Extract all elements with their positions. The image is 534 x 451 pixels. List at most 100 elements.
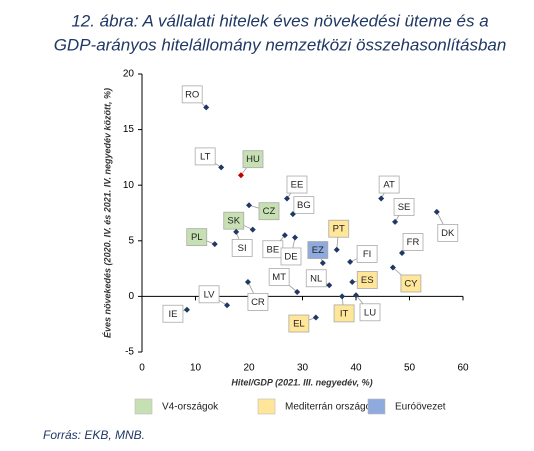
point-label: DE — [284, 251, 297, 262]
x-tick-label: 10 — [190, 363, 202, 374]
legend-label: V4-országok — [162, 402, 219, 413]
source: Forrás: EKB, MNB. — [43, 428, 145, 442]
point — [246, 202, 252, 209]
y-tick-label: 0 — [128, 291, 134, 302]
legend-label: Euróövezet — [395, 402, 446, 413]
point — [244, 278, 251, 285]
point — [312, 314, 319, 321]
point — [218, 164, 225, 171]
point-label: BG — [297, 200, 311, 211]
point-label-box — [400, 274, 422, 293]
point-label: RO — [185, 89, 199, 100]
point-label: AT — [383, 180, 395, 191]
point — [333, 246, 340, 253]
point-label: NL — [310, 273, 322, 284]
point-label-box — [402, 233, 424, 251]
point — [433, 208, 440, 215]
point-label-box — [242, 150, 264, 169]
point-label: FR — [407, 237, 420, 248]
point-label-box — [268, 268, 290, 286]
y-tick-label: 20 — [123, 69, 135, 80]
y-tick-label: 15 — [123, 124, 135, 135]
point-label: EZ — [312, 245, 324, 256]
point-label: DK — [441, 228, 455, 239]
point — [353, 292, 359, 299]
point-label-box — [247, 293, 269, 311]
point-label-box — [181, 85, 203, 104]
legend-label: Mediterrán országok — [285, 402, 377, 413]
point-label-box — [333, 304, 355, 323]
point — [211, 241, 218, 248]
point-label-box — [258, 202, 280, 221]
point-label-box — [437, 223, 459, 242]
point — [319, 260, 326, 267]
x-tick-label: 0 — [139, 363, 145, 374]
point-label: ES — [361, 275, 374, 286]
point-label: LU — [364, 307, 376, 318]
point — [339, 293, 346, 300]
point-label-box — [288, 314, 310, 333]
point — [389, 264, 396, 271]
point-label: LV — [204, 289, 216, 300]
point-label: FI — [363, 249, 371, 260]
legend-swatch — [367, 398, 386, 415]
point-label-box — [231, 239, 253, 257]
point-label: IE — [168, 309, 177, 320]
point-label-box — [186, 228, 208, 247]
point — [233, 228, 240, 235]
point-label-box — [286, 175, 308, 194]
point — [326, 282, 333, 289]
legend-swatch — [257, 398, 276, 415]
point — [224, 302, 231, 309]
legend-swatch — [134, 398, 153, 415]
point-label-box — [356, 271, 378, 289]
point-label: CR — [251, 297, 265, 308]
y-tick-label: 10 — [123, 180, 135, 191]
point-label-box — [356, 245, 378, 263]
point-label: EE — [291, 180, 304, 191]
point — [347, 258, 354, 265]
point-label-box — [393, 197, 415, 216]
x-tick-label: 60 — [457, 363, 469, 374]
point-label: PL — [191, 232, 203, 243]
point-label-box — [223, 211, 245, 230]
point — [281, 232, 288, 239]
x-tick-label: 50 — [404, 363, 416, 374]
point-label-box — [198, 285, 220, 304]
y-axis-label: Éves növekedés (2020. IV. és 2021. IV. n… — [102, 88, 112, 338]
point-label: SI — [238, 243, 247, 254]
chart-title: 12. ábra: A vállalati hitelek éves növek… — [71, 11, 488, 30]
point-label: LT — [200, 151, 211, 162]
point — [289, 211, 296, 218]
point-label: PT — [333, 224, 345, 235]
x-tick-label: 40 — [350, 363, 362, 374]
point-label: SE — [398, 202, 411, 213]
point-label: IT — [340, 308, 349, 319]
x-tick-label: 30 — [297, 363, 309, 374]
point-label-box — [328, 219, 350, 238]
point — [292, 234, 299, 241]
point-label-box — [378, 175, 400, 194]
point-label-box — [194, 147, 216, 166]
x-tick-label: 20 — [243, 363, 255, 374]
point-label: CZ — [263, 206, 276, 217]
point-label: MT — [272, 272, 286, 283]
point — [283, 195, 290, 202]
point — [392, 218, 399, 225]
point-label-box — [305, 269, 327, 288]
point-label: HU — [246, 154, 260, 165]
x-axis-label: Hitel/GDP (2021. III. negyedév, %) — [231, 377, 372, 387]
point — [183, 306, 190, 313]
point-label-box — [293, 196, 315, 215]
point — [294, 288, 301, 295]
point-label-box — [359, 303, 381, 322]
point-label: CY — [404, 279, 418, 290]
point — [203, 104, 210, 111]
point-label-box — [162, 304, 184, 323]
y-tick-label: 5 — [128, 235, 134, 246]
point-label-box — [280, 247, 302, 266]
point — [249, 226, 256, 233]
point — [237, 172, 244, 179]
y-tick-label: -5 — [125, 347, 134, 358]
